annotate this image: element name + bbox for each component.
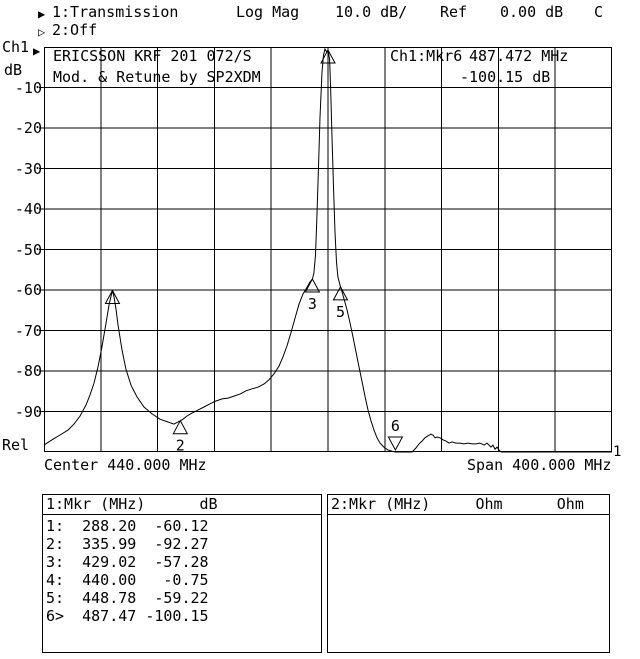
marker-table-row: 3: 429.02 -57.28 bbox=[46, 553, 209, 571]
marker-table-ch1-header: 1:Mkr (MHz) dB bbox=[43, 495, 321, 515]
device-annotation-line2: Mod. & Retune by SP2XDM bbox=[53, 68, 261, 86]
marker-2-triangle-icon bbox=[172, 419, 189, 435]
span-label: Span 400.000 MHz bbox=[467, 456, 612, 474]
marker-readout-label: Ch1:Mkr6 bbox=[390, 47, 463, 65]
y-axis-unit-label: dB bbox=[4, 61, 23, 79]
trace1-label: 1:Transmission bbox=[52, 3, 179, 21]
ref-value: 0.00 dB bbox=[500, 3, 564, 21]
marker-1-triangle-icon bbox=[104, 289, 121, 304]
marker-table-row: 2: 335.99 -92.27 bbox=[46, 535, 209, 553]
trace1-end-marker: 1 bbox=[613, 444, 622, 460]
marker-table-ch1: 1:Mkr (MHz) dB 1: 288.20 -60.12 2: 335.99… bbox=[42, 494, 322, 653]
marker-5-triangle-icon bbox=[332, 285, 349, 301]
trace2-inactive-icon: ▷ bbox=[38, 25, 46, 39]
rel-label: Rel bbox=[2, 436, 30, 454]
marker-5-label: 5 bbox=[336, 303, 345, 321]
y-axis-tick-label: -50 bbox=[14, 241, 42, 259]
marker-table-ch2: 2:Mkr (MHz) Ohm Ohm bbox=[327, 494, 610, 653]
measurement-plot: 2 3 5 6 bbox=[39, 47, 612, 455]
marker-table-ch2-header: 2:Mkr (MHz) Ohm Ohm bbox=[328, 495, 609, 515]
y-axis-tick-label: -40 bbox=[14, 200, 42, 218]
marker-2-label: 2 bbox=[176, 437, 185, 455]
plot-grid-svg: 2 3 5 6 bbox=[39, 47, 612, 455]
marker-table-row: 5: 448.78 -59.22 bbox=[46, 589, 209, 607]
format-label: Log Mag bbox=[236, 3, 300, 21]
marker-table-row: 4: 440.00 -0.75 bbox=[46, 571, 209, 589]
marker-3-label: 3 bbox=[308, 295, 317, 313]
trace2-label: 2:Off bbox=[52, 21, 98, 39]
plot-frame bbox=[44, 47, 612, 452]
y-axis-tick-label: -60 bbox=[14, 281, 42, 299]
marker-table-ch1-rows: 1: 288.20 -60.12 2: 335.99 -92.27 3: 429.0… bbox=[43, 517, 321, 625]
y-axis-tick-label: -30 bbox=[14, 160, 42, 178]
marker-table-row: 1: 288.20 -60.12 bbox=[46, 517, 209, 535]
marker-readout-level: -100.15 dB bbox=[460, 68, 551, 86]
y-axis-tick-label: -90 bbox=[14, 403, 42, 421]
y-axis-tick-label: -80 bbox=[14, 362, 42, 380]
ref-label: Ref bbox=[440, 3, 468, 21]
trace1-active-icon: ▶ bbox=[38, 7, 46, 21]
y-axis-tick-label: -20 bbox=[14, 119, 42, 137]
marker-3-triangle-icon bbox=[304, 277, 321, 293]
marker-4-triangle-icon bbox=[320, 48, 336, 64]
scale-label: 10.0 dB/ bbox=[335, 3, 408, 21]
device-annotation-line1: ERICSSON KRF 201 072/S bbox=[53, 47, 252, 65]
center-frequency-label: Center 440.000 MHz bbox=[44, 456, 207, 474]
marker-6-label: 6 bbox=[391, 417, 400, 435]
y-axis-tick-label: -10 bbox=[14, 79, 42, 97]
marker-readout-freq: 487.472 MHz bbox=[469, 47, 569, 65]
trace1-line bbox=[43, 47, 612, 453]
ref-level-marker-icon: ▶ bbox=[33, 44, 41, 58]
cal-status: C bbox=[594, 3, 604, 21]
marker-table-row: 6> 487.47 -100.15 bbox=[46, 607, 209, 625]
y-axis-tick-label: -70 bbox=[14, 322, 42, 340]
channel-label: Ch1 bbox=[2, 38, 30, 56]
marker-6-triangle-icon bbox=[387, 436, 404, 452]
